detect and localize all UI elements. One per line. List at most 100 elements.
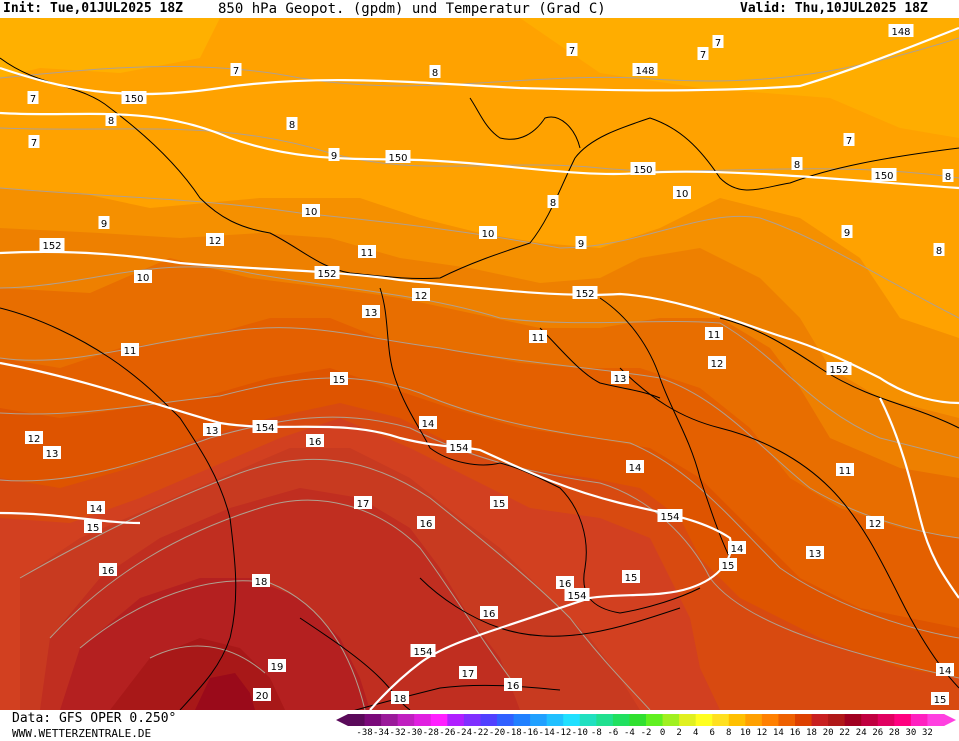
scale-swatch [844, 714, 862, 726]
svg-text:16: 16 [559, 579, 572, 590]
svg-text:9: 9 [844, 228, 850, 239]
scale-swatch [612, 714, 630, 726]
svg-text:8: 8 [550, 198, 556, 209]
temperature-label: 15 [931, 692, 949, 706]
scale-tick-label: 22 [839, 728, 851, 738]
temperature-label: 15 [490, 496, 508, 510]
svg-text:14: 14 [939, 666, 952, 677]
svg-text:8: 8 [945, 172, 951, 183]
scale-swatch [910, 714, 928, 726]
scale-swatch [728, 714, 746, 726]
svg-text:154: 154 [413, 647, 432, 658]
scale-swatch [646, 714, 664, 726]
scale-tick-label: 6 [709, 728, 715, 738]
color-scale-bar [336, 714, 956, 726]
scale-tick-label: -32 [389, 728, 406, 738]
scale-swatch [513, 714, 531, 726]
scale-tick-label: -38 [356, 728, 373, 738]
svg-text:7: 7 [233, 66, 239, 77]
svg-text:20: 20 [256, 691, 269, 702]
temp-band-7-ne [520, 18, 959, 138]
scale-tick-label: -22 [472, 728, 489, 738]
svg-text:7: 7 [846, 136, 852, 147]
svg-text:16: 16 [309, 437, 322, 448]
scale-tick-label: 26 [872, 728, 884, 738]
svg-text:11: 11 [532, 333, 545, 344]
temperature-label: 13 [611, 371, 629, 385]
scale-tick-label: -24 [455, 728, 473, 738]
geopotential-label: 152 [39, 238, 65, 252]
scale-swatch [679, 714, 697, 726]
init-time: Init: Tue,01JUL2025 18Z [3, 1, 184, 16]
scale-swatch [596, 714, 614, 726]
scale-max-arrow [944, 714, 956, 726]
scale-swatch [414, 714, 432, 726]
temperature-label: 19 [268, 659, 286, 673]
geopotential-label: 154 [657, 509, 683, 523]
temperature-label: 15 [330, 372, 348, 386]
svg-text:150: 150 [388, 153, 407, 164]
svg-text:13: 13 [365, 308, 378, 319]
map-header: Init: Tue,01JUL2025 18Z 850 hPa Geopot. … [0, 0, 959, 18]
temperature-label: 12 [412, 288, 430, 302]
scale-tick-label: 18 [806, 728, 817, 738]
map-footer: Data: GFS OPER 0.250° WWW.WETTERZENTRALE… [0, 710, 959, 741]
color-scale-labels: -38 -34 -32 -30 -28 -26 -24 -22 -20 -18 -16 -14 -12-… [336, 728, 956, 740]
temperature-label: 7 [843, 133, 855, 147]
svg-text:15: 15 [333, 375, 346, 386]
temperature-label: 17 [354, 496, 372, 510]
svg-text:10: 10 [676, 189, 689, 200]
scale-swatch [745, 714, 763, 726]
geopotential-label: 154 [446, 440, 472, 454]
scale-swatch [397, 714, 415, 726]
geopotential-label: 152 [572, 286, 598, 300]
svg-text:15: 15 [722, 561, 735, 572]
temperature-label: 18 [252, 574, 270, 588]
svg-text:152: 152 [575, 289, 594, 300]
scale-tick-label: 20 [822, 728, 834, 738]
temperature-label: 12 [25, 431, 43, 445]
svg-text:150: 150 [874, 171, 893, 182]
scale-tick-label: 10 [739, 728, 751, 738]
scale-tick-label: 16 [789, 728, 801, 738]
temperature-label: 17 [459, 666, 477, 680]
scale-swatch [795, 714, 813, 726]
svg-text:18: 18 [394, 694, 407, 705]
temperature-label: 10 [673, 186, 691, 200]
svg-text:10: 10 [137, 273, 150, 284]
temperature-label: 7 [566, 43, 578, 57]
scale-tick-label: -2 [640, 728, 652, 738]
scale-swatch [861, 714, 879, 726]
scale-swatch [695, 714, 713, 726]
temperature-label: 8 [429, 65, 441, 79]
temperature-label: 7 [712, 35, 724, 49]
temperature-label: 11 [836, 463, 854, 477]
svg-text:13: 13 [46, 449, 59, 460]
temperature-label: 8 [791, 157, 803, 171]
temperature-label: 7 [27, 91, 39, 105]
temperature-label: 8 [286, 117, 298, 131]
svg-text:152: 152 [317, 269, 336, 280]
scale-tick-label: 24 [855, 728, 867, 738]
scale-swatch [662, 714, 680, 726]
svg-text:9: 9 [331, 151, 337, 162]
svg-text:8: 8 [936, 246, 942, 257]
temperature-label: 13 [362, 305, 380, 319]
svg-text:8: 8 [794, 160, 800, 171]
scale-tick-label: 28 [888, 728, 900, 738]
scale-swatch [563, 714, 581, 726]
scale-swatch [712, 714, 730, 726]
svg-text:7: 7 [31, 138, 37, 149]
temperature-label: 13 [203, 423, 221, 437]
svg-text:16: 16 [483, 609, 496, 620]
data-source: Data: GFS OPER 0.250° [12, 711, 177, 726]
svg-text:12: 12 [415, 291, 428, 302]
scale-tick-label: -6 [607, 728, 619, 738]
svg-text:7: 7 [569, 46, 575, 57]
svg-text:14: 14 [629, 463, 642, 474]
scale-tick-label: 4 [692, 728, 699, 738]
temperature-label: 14 [419, 416, 437, 430]
scale-tick-label: -12 [555, 728, 572, 738]
svg-text:11: 11 [839, 466, 852, 477]
